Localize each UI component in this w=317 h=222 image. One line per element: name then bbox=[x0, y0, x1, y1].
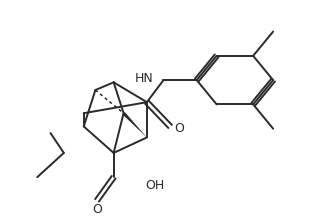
Text: HN: HN bbox=[135, 72, 153, 85]
Text: OH: OH bbox=[145, 179, 165, 192]
Polygon shape bbox=[122, 112, 147, 137]
Text: O: O bbox=[174, 122, 184, 135]
Text: O: O bbox=[92, 202, 102, 216]
